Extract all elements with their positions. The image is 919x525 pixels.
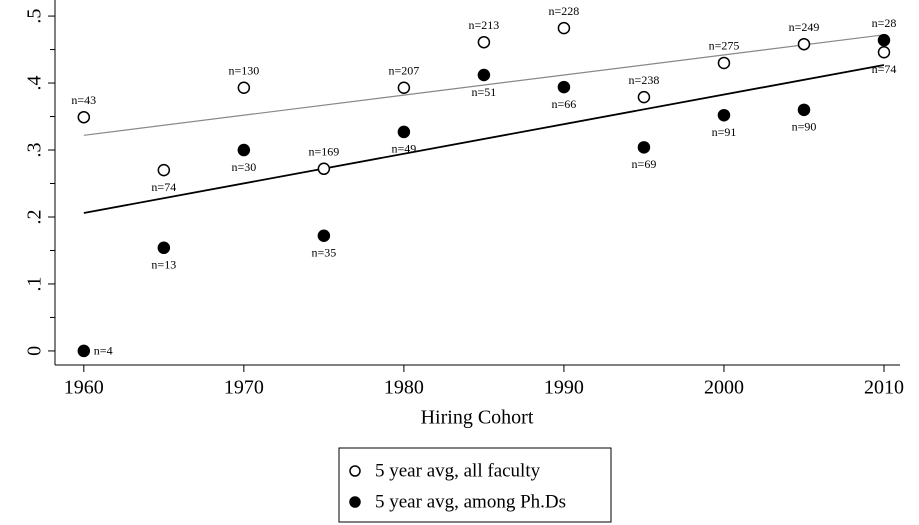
point bbox=[637, 141, 651, 154]
point bbox=[317, 162, 331, 176]
fit-line bbox=[83, 64, 885, 214]
point-label: n=49 bbox=[391, 142, 416, 156]
point-label: n=30 bbox=[231, 160, 256, 174]
legend-marker bbox=[349, 496, 361, 508]
x-tick-label: 1980 bbox=[384, 377, 424, 399]
point-label: n=43 bbox=[71, 93, 96, 107]
point-label: n=238 bbox=[629, 73, 660, 87]
point bbox=[557, 21, 571, 35]
point-label: n=4 bbox=[94, 344, 113, 358]
y-tick-label: .2 bbox=[24, 209, 46, 224]
y-tick-label: 0 bbox=[24, 346, 46, 356]
point bbox=[717, 108, 731, 122]
point bbox=[237, 143, 251, 157]
x-tick-label: 1960 bbox=[64, 377, 104, 399]
point-label: n=207 bbox=[388, 63, 419, 77]
point-label: n=69 bbox=[632, 157, 657, 171]
point-label: n=228 bbox=[549, 4, 580, 18]
x-tick-label: 2000 bbox=[704, 377, 744, 399]
point-label: n=91 bbox=[712, 125, 737, 139]
point-label: n=74 bbox=[872, 62, 897, 76]
point bbox=[157, 241, 171, 255]
point-label: n=130 bbox=[228, 63, 259, 77]
y-tick-label: .3 bbox=[24, 143, 46, 158]
point bbox=[77, 344, 91, 358]
point bbox=[477, 68, 491, 82]
point bbox=[157, 163, 171, 177]
y-tick-label: .4 bbox=[24, 76, 46, 91]
x-tick-label: 2010 bbox=[864, 377, 904, 399]
point bbox=[797, 103, 811, 117]
point bbox=[877, 33, 891, 47]
point bbox=[317, 229, 331, 242]
legend-marker bbox=[349, 465, 361, 477]
x-axis-label: Hiring Cohort bbox=[421, 407, 534, 429]
point-label: n=249 bbox=[789, 20, 820, 34]
point bbox=[637, 90, 651, 104]
point-label: n=35 bbox=[311, 245, 336, 259]
point bbox=[77, 110, 91, 124]
y-tick-label: .5 bbox=[24, 9, 46, 24]
point bbox=[397, 125, 411, 139]
point-label: n=28 bbox=[872, 16, 897, 30]
point-label: n=169 bbox=[308, 145, 339, 159]
point bbox=[797, 37, 811, 51]
x-tick-label: 1990 bbox=[544, 377, 584, 399]
point-label: n=213 bbox=[469, 18, 500, 32]
x-tick-label: 1970 bbox=[224, 377, 264, 399]
point-label: n=13 bbox=[151, 258, 176, 272]
point-label: n=51 bbox=[472, 85, 497, 99]
point bbox=[877, 45, 891, 59]
y-tick-label: .1 bbox=[24, 276, 46, 291]
point-label: n=90 bbox=[792, 120, 817, 134]
legend-box bbox=[338, 447, 612, 523]
point bbox=[397, 81, 411, 94]
point bbox=[717, 56, 731, 70]
point bbox=[237, 81, 251, 94]
point-label: n=74 bbox=[151, 180, 176, 194]
point-label: n=275 bbox=[709, 39, 740, 53]
legend-label: 5 year avg, all faculty bbox=[375, 460, 541, 481]
point bbox=[477, 35, 491, 49]
point-label: n=66 bbox=[552, 97, 577, 111]
fit-line bbox=[83, 34, 885, 136]
legend-label: 5 year avg, among Ph.Ds bbox=[375, 491, 566, 512]
point bbox=[557, 80, 571, 94]
